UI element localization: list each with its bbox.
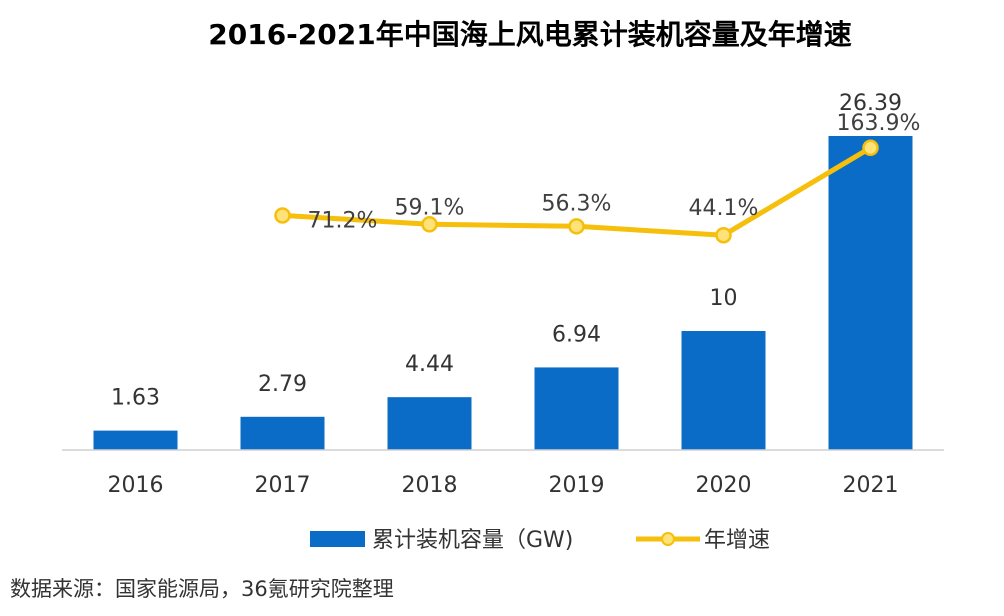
x-tick-2018: 2018 xyxy=(402,473,458,498)
growth-line-layer: 71.2% 59.1% 56.3% 44.1% 163.9% xyxy=(274,111,921,244)
growth-marker-2017 xyxy=(274,207,291,224)
growth-label-2020: 44.1% xyxy=(689,196,759,221)
growth-marker-2018 xyxy=(421,216,438,233)
bar-2021 xyxy=(828,136,913,450)
growth-marker-2020 xyxy=(715,226,732,244)
bars-layer: 1.63 2.79 4.44 6.94 10 26.39 xyxy=(93,91,913,450)
growth-label-2017: 71.2% xyxy=(308,208,378,233)
bar-2020 xyxy=(681,331,766,450)
legend-line-label: 年增速 xyxy=(704,528,770,553)
growth-marker-2019 xyxy=(568,218,585,235)
bar-2016 xyxy=(93,430,178,450)
growth-marker-2021 xyxy=(862,139,879,157)
growth-label-2019: 56.3% xyxy=(542,191,612,216)
bar-2018 xyxy=(387,397,472,450)
chart-title: 2016-2021年中国海上风电累计装机容量及年增速 xyxy=(208,18,851,51)
bar-2017 xyxy=(240,416,325,450)
bar-value-label-2017: 2.79 xyxy=(258,372,307,397)
x-tick-2019: 2019 xyxy=(549,473,605,498)
legend: 累计装机容量（GW) 年增速 xyxy=(310,528,770,553)
x-tick-labels: 2016 2017 2018 2019 2020 2021 xyxy=(108,473,899,498)
growth-label-2018: 59.1% xyxy=(395,195,465,220)
legend-bar-label: 累计装机容量（GW) xyxy=(372,528,573,553)
x-tick-2020: 2020 xyxy=(696,473,752,498)
legend-line-marker xyxy=(661,532,675,546)
bar-value-label-2018: 4.44 xyxy=(405,352,454,377)
legend-bar-swatch xyxy=(310,531,365,547)
source-note: 数据来源：国家能源局，36氪研究院整理 xyxy=(10,577,394,601)
growth-label-2021: 163.9% xyxy=(837,111,921,136)
bar-2019 xyxy=(534,367,619,450)
bar-value-label-2019: 6.94 xyxy=(552,322,601,347)
bar-value-label-2020: 10 xyxy=(710,286,738,311)
bar-value-label-2021: 26.39 xyxy=(839,91,902,116)
x-tick-2017: 2017 xyxy=(255,473,311,498)
x-tick-2016: 2016 xyxy=(108,473,164,498)
bar-value-label-2016: 1.63 xyxy=(111,386,160,411)
x-tick-2021: 2021 xyxy=(843,473,899,498)
